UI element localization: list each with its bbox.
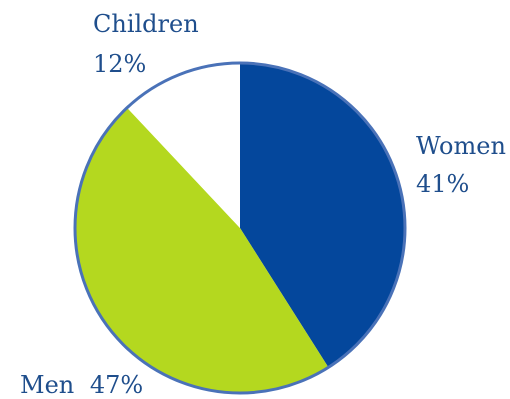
label-women: Women 41% [416, 132, 506, 198]
pie-slice-men [75, 107, 329, 393]
pie-slice-children [127, 63, 240, 228]
label-men: Men 47% [20, 371, 143, 399]
men-percent-label: 47% [90, 371, 143, 399]
men-category-label: Men 47% [20, 371, 143, 399]
women-category-label: Women [416, 132, 506, 160]
pie-outline [73, 61, 407, 395]
label-children: Children 12% [93, 10, 199, 78]
children-percent-label: 12% [93, 50, 146, 78]
children-category-label: Children [93, 10, 199, 38]
women-percent-label: 41% [416, 170, 469, 198]
pie-slice-women [240, 63, 405, 368]
pie-slices [75, 63, 405, 393]
men-category-text: Men [20, 371, 74, 399]
